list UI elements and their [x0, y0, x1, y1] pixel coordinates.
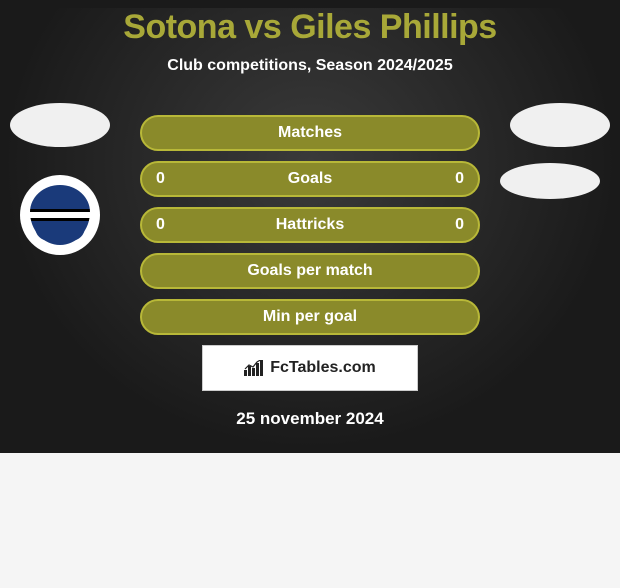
club-crest-left: [20, 175, 100, 255]
stat-row-hattricks: 0 Hattricks 0: [140, 207, 480, 243]
crest-icon: [30, 185, 90, 245]
stat-left-value: 0: [156, 170, 165, 188]
site-attribution[interactable]: FcTables.com: [202, 345, 418, 391]
stats-table: Matches 0 Goals 0 0 Hattricks 0 Goals pe…: [140, 115, 480, 335]
stat-right-value: 0: [455, 216, 464, 234]
stat-row-goals: 0 Goals 0: [140, 161, 480, 197]
content-area: Matches 0 Goals 0 0 Hattricks 0 Goals pe…: [0, 115, 620, 429]
player-badge-left: [10, 103, 110, 147]
stat-label: Goals: [288, 170, 332, 188]
stat-label: Min per goal: [263, 308, 357, 326]
page-subtitle: Club competitions, Season 2024/2025: [0, 57, 620, 75]
stat-row-matches: Matches: [140, 115, 480, 151]
site-name: FcTables.com: [270, 359, 376, 377]
comparison-widget: Sotona vs Giles Phillips Club competitio…: [0, 8, 620, 429]
stat-row-min-per-goal: Min per goal: [140, 299, 480, 335]
page-title: Sotona vs Giles Phillips: [0, 8, 620, 47]
stat-right-value: 0: [455, 170, 464, 188]
stat-label: Goals per match: [247, 262, 372, 280]
bars-icon: [244, 360, 264, 376]
club-badge-right: [500, 163, 600, 199]
player-badge-right: [510, 103, 610, 147]
date-label: 25 november 2024: [0, 409, 620, 429]
stat-row-goals-per-match: Goals per match: [140, 253, 480, 289]
stat-label: Matches: [278, 124, 342, 142]
stat-left-value: 0: [156, 216, 165, 234]
stat-label: Hattricks: [276, 216, 344, 234]
